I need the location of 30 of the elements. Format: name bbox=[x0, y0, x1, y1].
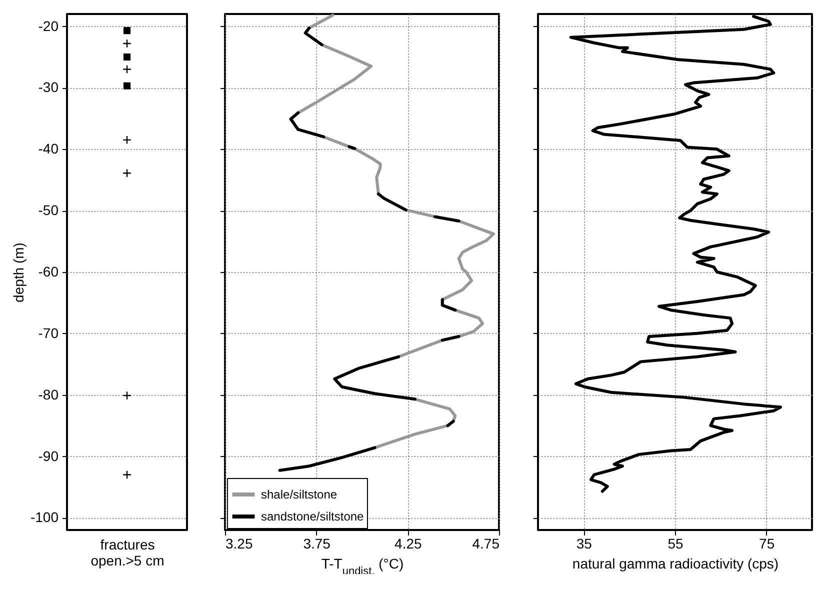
point bbox=[122, 391, 132, 400]
x-tick-label: 4.75 bbox=[472, 536, 500, 552]
y-axis-title: depth (m) bbox=[10, 242, 26, 302]
legend-label: sandstone/siltstone bbox=[261, 510, 364, 524]
y-tick-label: -80 bbox=[38, 386, 59, 402]
y-tick-label: -20 bbox=[38, 18, 59, 34]
y-tick-label: -90 bbox=[38, 448, 59, 464]
x-tick-label: 3.25 bbox=[226, 536, 253, 552]
point bbox=[122, 168, 132, 178]
y-tick-label: -30 bbox=[38, 79, 59, 96]
legend-label: shale/siltstone bbox=[261, 488, 338, 502]
y-tick-label: -100 bbox=[30, 509, 59, 526]
x-tick-label: 3.75 bbox=[303, 536, 331, 552]
y-tick-label: -60 bbox=[38, 264, 59, 280]
point bbox=[122, 64, 132, 74]
y-tick-label: -70 bbox=[38, 324, 59, 341]
point bbox=[123, 27, 131, 34]
y-tick-label: -40 bbox=[38, 140, 59, 157]
x-tick-label: 75 bbox=[759, 536, 775, 552]
point bbox=[122, 39, 132, 48]
point bbox=[122, 470, 132, 480]
x-axis-title: natural gamma radioactivity (cps) bbox=[572, 556, 779, 572]
y-tick-label: -50 bbox=[38, 202, 59, 218]
x-tick-label: 55 bbox=[668, 536, 684, 552]
x-tick-label: 35 bbox=[576, 536, 592, 552]
x-tick-label: 4.25 bbox=[394, 536, 422, 552]
x-axis-title: fractures open.>5 cm bbox=[90, 536, 164, 568]
point bbox=[123, 82, 131, 90]
point bbox=[123, 53, 131, 61]
point bbox=[122, 135, 132, 144]
